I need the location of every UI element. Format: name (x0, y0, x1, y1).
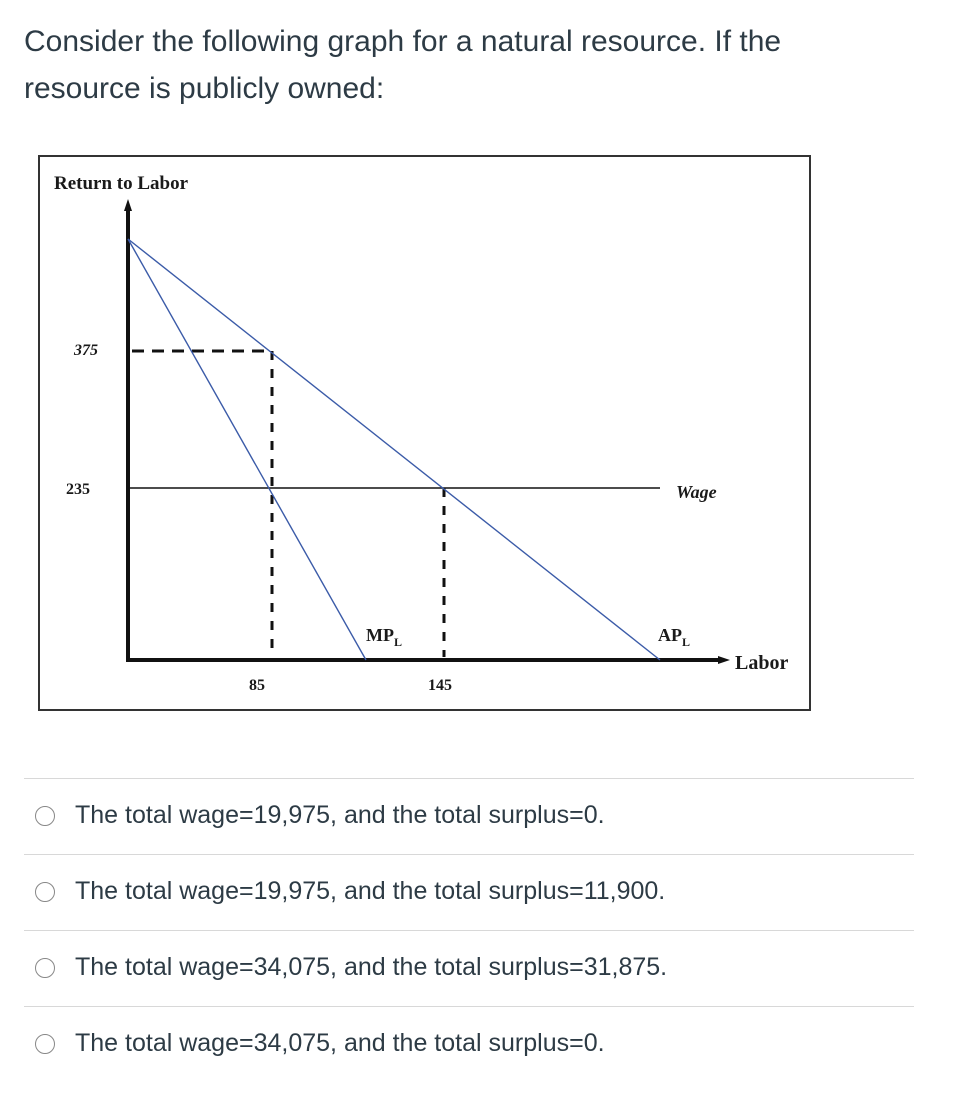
answer-option-label: The total wage=19,975, and the total sur… (75, 877, 666, 905)
question-text: Consider the following graph for a natur… (24, 18, 904, 112)
apl-curve (127, 238, 661, 661)
radio-button[interactable] (35, 1034, 55, 1054)
y-axis-arrow (124, 199, 132, 211)
mpl-label: MPL (366, 625, 402, 649)
apl-label: APL (658, 625, 690, 649)
radio-button[interactable] (35, 882, 55, 902)
answer-option[interactable]: The total wage=34,075, and the total sur… (24, 1006, 914, 1082)
x-axis-label: Labor (735, 652, 788, 674)
x-axis-arrow (718, 656, 730, 664)
answer-option-label: The total wage=34,075, and the total sur… (75, 1029, 605, 1057)
question-line-2: resource is publicly owned: (24, 72, 385, 105)
radio-button[interactable] (35, 958, 55, 978)
answer-option-label: The total wage=34,075, and the total sur… (75, 953, 668, 981)
chart-svg: Return to Labor Labor 375 235 85 145 Wag… (54, 173, 788, 694)
wage-label: Wage (676, 482, 717, 502)
radio-button[interactable] (35, 806, 55, 826)
x-tick-145: 145 (428, 677, 452, 694)
answer-options: The total wage=19,975, and the total sur… (24, 778, 914, 1082)
answer-option-label: The total wage=19,975, and the total sur… (75, 801, 605, 829)
labor-return-chart: Return to Labor Labor 375 235 85 145 Wag… (38, 155, 811, 711)
x-tick-85: 85 (249, 677, 265, 694)
answer-option[interactable]: The total wage=34,075, and the total sur… (24, 930, 914, 1006)
answer-option[interactable]: The total wage=19,975, and the total sur… (24, 854, 914, 930)
answer-option[interactable]: The total wage=19,975, and the total sur… (24, 778, 914, 854)
question-line-1: Consider the following graph for a natur… (24, 25, 782, 58)
y-axis-label: Return to Labor (54, 173, 189, 194)
y-tick-375: 375 (73, 342, 98, 359)
mpl-curve (127, 238, 367, 661)
y-tick-235: 235 (66, 481, 90, 498)
